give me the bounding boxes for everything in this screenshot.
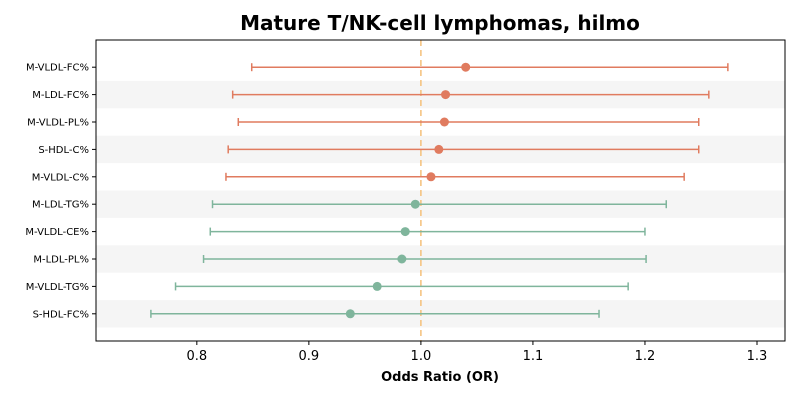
point-estimate — [397, 254, 407, 264]
x-tick-label: 1.1 — [523, 349, 544, 364]
estimate-row — [150, 309, 600, 319]
y-tick-label: M-LDL-FC% — [32, 90, 89, 101]
x-tick-label: 1.3 — [747, 349, 768, 364]
y-tick-label: M-VLDL-TG% — [26, 282, 89, 293]
estimate-row — [202, 254, 647, 264]
y-tick-label: M-VLDL-CE% — [25, 227, 89, 238]
point-estimate — [400, 227, 410, 237]
point-estimate — [434, 144, 444, 154]
estimate-row — [237, 117, 700, 127]
y-tick-label: M-VLDL-FC% — [26, 63, 89, 74]
y-tick-label: S-HDL-FC% — [33, 309, 89, 320]
estimate-row — [211, 199, 667, 209]
estimate-row — [209, 227, 646, 237]
point-estimate — [441, 90, 451, 100]
x-tick-label: 0.9 — [299, 349, 320, 364]
chart-title: Mature T/NK-cell lymphomas, hilmo — [240, 11, 640, 35]
series-group — [150, 62, 729, 319]
point-estimate — [372, 281, 382, 291]
point-estimate — [426, 172, 436, 182]
y-tick-label: M-LDL-PL% — [33, 255, 89, 266]
estimate-row — [225, 172, 685, 182]
x-tick-label: 1.0 — [411, 349, 432, 364]
point-estimate — [461, 62, 471, 72]
y-tick-label: M-LDL-TG% — [32, 200, 89, 211]
point-estimate — [439, 117, 449, 127]
y-tick-label: M-VLDL-C% — [32, 172, 89, 183]
y-tick-label: M-VLDL-PL% — [27, 118, 89, 129]
x-axis: 0.8 0.9 1.0 1.1 1.2 1.3 — [186, 341, 767, 364]
point-estimate — [410, 199, 420, 209]
estimate-row — [231, 90, 710, 100]
estimate-row — [250, 62, 729, 72]
estimate-row — [227, 144, 700, 154]
y-axis: M-VLDL-FC% M-LDL-FC% M-VLDL-PL% S-HDL-C% M-V… — [25, 63, 96, 320]
x-axis-label: Odds Ratio (OR) — [381, 370, 499, 385]
x-tick-label: 0.8 — [186, 349, 207, 364]
plot-frame — [95, 39, 786, 342]
y-tick-label: S-HDL-C% — [38, 145, 89, 156]
x-tick-label: 1.2 — [635, 349, 656, 364]
estimate-row — [174, 281, 629, 291]
point-estimate — [345, 309, 355, 319]
